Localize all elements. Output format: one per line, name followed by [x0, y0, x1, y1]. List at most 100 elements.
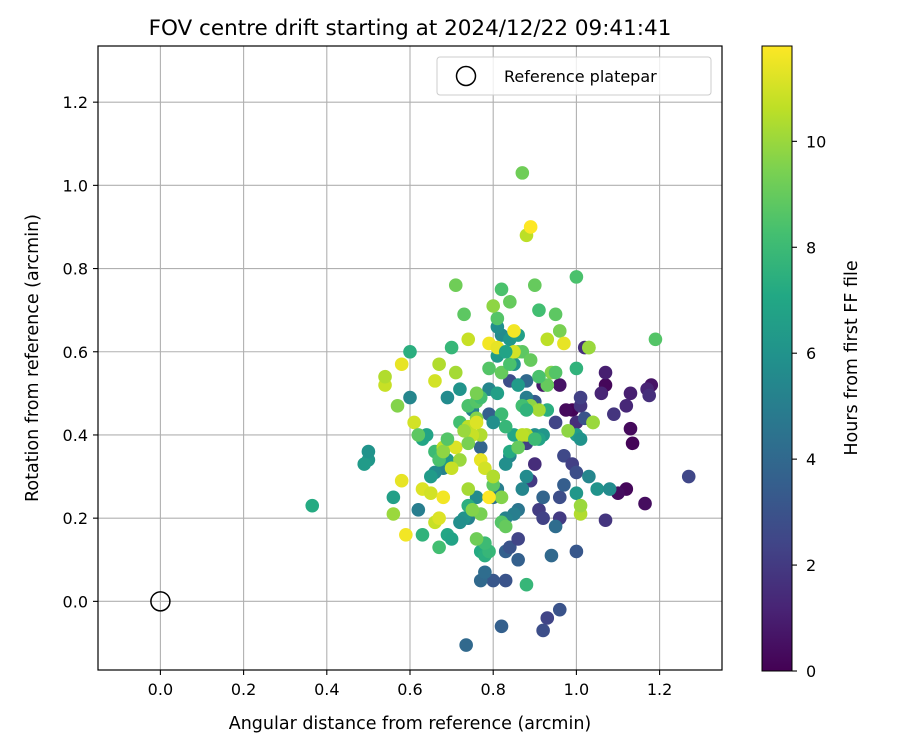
- data-point: [590, 482, 604, 496]
- data-point: [602, 482, 617, 496]
- data-point: [378, 369, 392, 384]
- data-point: [548, 415, 563, 430]
- data-point: [399, 528, 413, 542]
- data-point: [607, 407, 621, 421]
- data-point: [648, 332, 663, 347]
- data-point: [482, 490, 496, 505]
- data-point: [557, 336, 571, 351]
- data-point: [573, 432, 588, 446]
- data-point: [552, 324, 567, 338]
- y-axis-ticks: 0.0 0.2 0.4 0.6 0.8 1.0 1.2: [63, 93, 98, 611]
- legend-entry-reference-platepar: Reference platepar: [504, 67, 657, 86]
- colorbar-tick-label: 10: [806, 132, 826, 151]
- data-point: [494, 619, 509, 634]
- y-tick-label: 1.0: [63, 176, 88, 195]
- legend-box: [436, 56, 712, 96]
- data-point: [469, 386, 484, 401]
- data-point: [473, 440, 488, 455]
- data-point: [411, 503, 426, 517]
- data-point: [511, 378, 525, 392]
- data-point: [424, 486, 438, 501]
- data-point: [490, 386, 505, 401]
- data-point: [436, 444, 451, 459]
- data-point: [469, 532, 484, 546]
- reference-marker: [150, 591, 171, 612]
- data-point: [432, 357, 446, 372]
- data-point: [461, 332, 476, 347]
- data-point: [540, 611, 555, 625]
- data-point: [436, 490, 451, 505]
- data-point: [490, 311, 505, 326]
- data-point: [424, 469, 438, 484]
- data-point: [503, 540, 517, 555]
- colorbar-label: Hours from first FF file: [842, 260, 862, 455]
- x-axis-label: Angular distance from reference (arcmin): [229, 714, 592, 734]
- data-point: [482, 361, 496, 376]
- y-tick-label: 0.6: [63, 343, 88, 362]
- data-point: [511, 552, 525, 567]
- data-point: [357, 457, 372, 471]
- data-point: [457, 307, 471, 322]
- data-point: [403, 344, 417, 359]
- data-point: [515, 428, 530, 442]
- data-point: [548, 307, 563, 322]
- data-point: [511, 532, 525, 546]
- data-point: [582, 340, 596, 355]
- x-tick-label: 0.4: [314, 680, 339, 699]
- data-point: [498, 519, 513, 534]
- data-point: [594, 386, 609, 401]
- data-point: [469, 415, 484, 430]
- data-point: [536, 511, 550, 525]
- data-point: [503, 357, 517, 372]
- x-tick-label: 0.2: [231, 680, 256, 699]
- data-point: [532, 303, 546, 317]
- data-point: [623, 421, 638, 436]
- data-point: [552, 378, 567, 392]
- data-points: [305, 166, 696, 652]
- chart-title: FOV centre drift starting at 2024/12/22 …: [149, 16, 672, 41]
- reference-platepar-marker: [150, 591, 171, 612]
- data-point: [305, 498, 320, 513]
- data-point: [498, 457, 513, 471]
- data-point: [403, 390, 417, 405]
- data-point: [586, 415, 600, 430]
- data-point: [569, 361, 584, 376]
- data-point: [598, 513, 613, 528]
- data-point: [582, 469, 596, 484]
- data-point: [461, 482, 476, 496]
- data-point: [478, 565, 492, 580]
- y-tick-label: 0.0: [63, 592, 88, 611]
- data-point: [465, 503, 480, 517]
- x-tick-label: 1.0: [564, 680, 589, 699]
- data-point: [540, 332, 555, 347]
- colorbar: 0 2 4 6 8 10 Hours from first FF file: [761, 45, 862, 681]
- y-tick-label: 0.8: [63, 260, 88, 279]
- data-point: [448, 365, 463, 380]
- data-point: [411, 428, 426, 442]
- data-point: [528, 457, 542, 471]
- data-point: [478, 461, 492, 476]
- data-point: [559, 403, 573, 417]
- data-point: [453, 453, 467, 467]
- data-point: [519, 403, 534, 417]
- data-point: [415, 528, 430, 542]
- data-point: [486, 299, 501, 313]
- data-point: [494, 407, 509, 421]
- data-point: [625, 436, 640, 451]
- data-point: [459, 638, 473, 652]
- colorbar-tick-label: 8: [806, 238, 816, 257]
- data-point: [528, 278, 542, 293]
- data-point: [444, 461, 459, 476]
- data-point: [394, 357, 409, 372]
- data-point: [511, 440, 525, 455]
- data-point: [523, 353, 538, 367]
- y-axis-label: Rotation from reference (arcmin): [23, 214, 43, 502]
- y-tick-label: 0.4: [63, 426, 88, 445]
- data-point: [548, 519, 563, 534]
- data-point: [486, 573, 501, 588]
- data-point: [498, 344, 513, 359]
- data-point: [386, 490, 401, 505]
- data-point: [448, 440, 463, 455]
- data-point: [619, 399, 634, 413]
